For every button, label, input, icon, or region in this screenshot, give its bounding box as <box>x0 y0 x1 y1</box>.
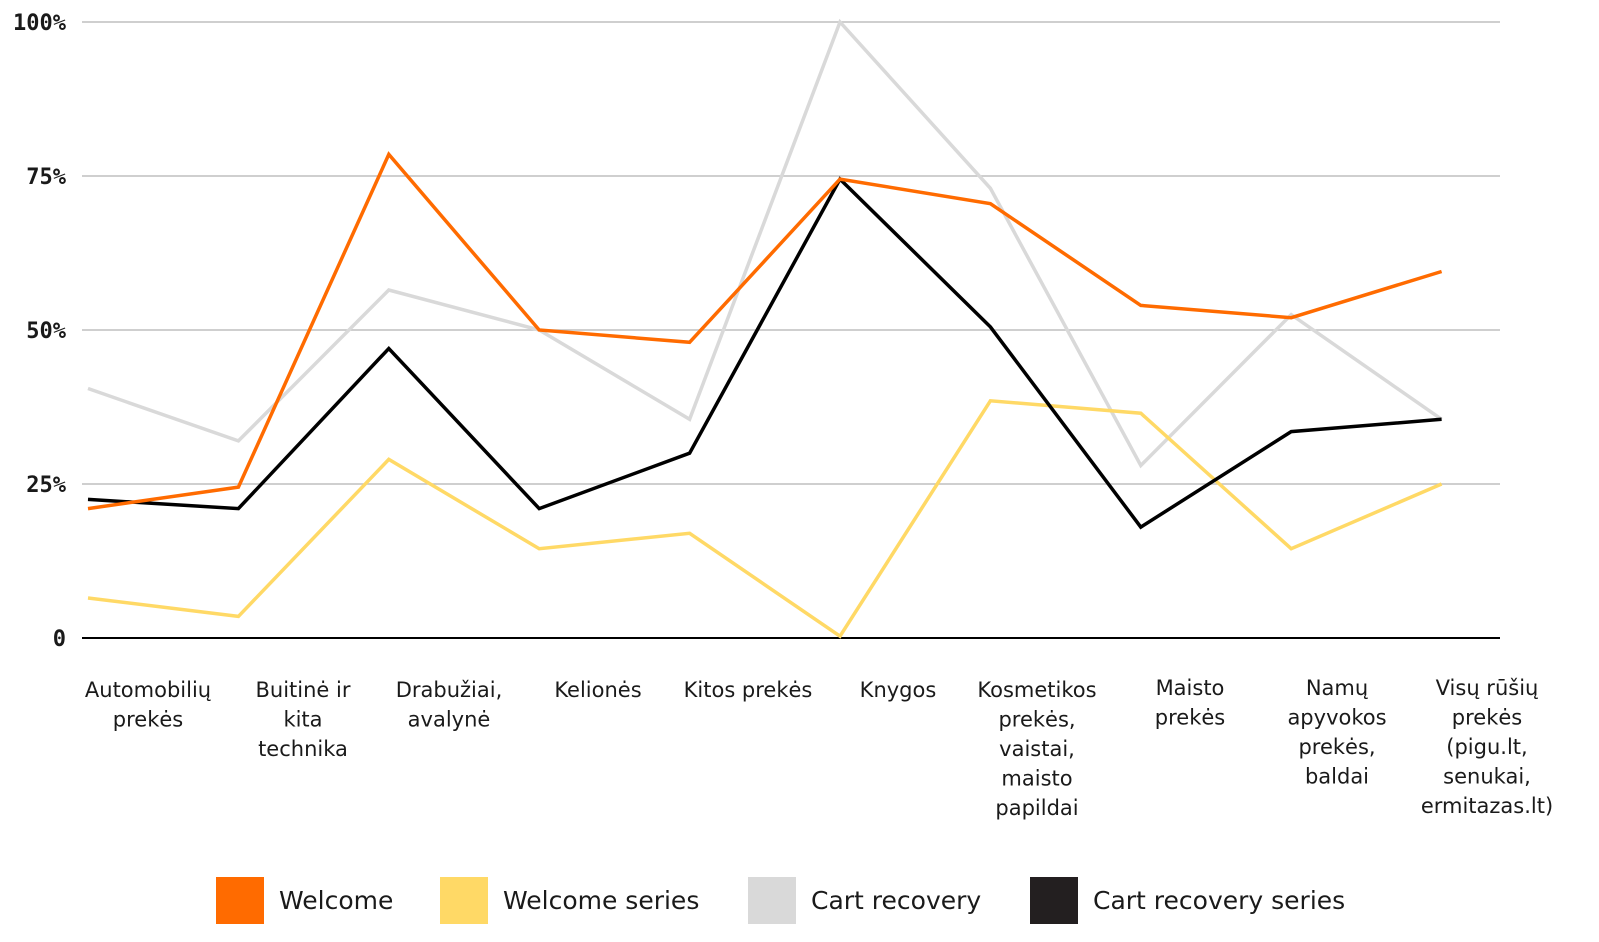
data-point <box>538 548 540 550</box>
x-category-label-line: prekės, <box>1298 735 1375 759</box>
x-category-label: Namų apyvokos prekės, baldai <box>1287 676 1386 789</box>
data-point <box>388 347 390 349</box>
x-category-label-line: Maisto <box>1156 676 1225 700</box>
legend-label: Welcome <box>279 886 393 915</box>
data-point <box>1440 270 1442 272</box>
x-category-label: Automobilių prekės <box>85 678 211 732</box>
x-category-label-line: Namų <box>1306 676 1368 700</box>
x-axis-categories: Automobilių prekės Buitinė ir kita technika D… <box>85 676 1553 820</box>
data-point <box>1140 464 1142 466</box>
x-category-label-line: Buitinė ir <box>256 678 351 702</box>
data-point <box>388 153 390 155</box>
x-category-label: Visų rūšių prekės (pigu.lt, senukai, ermitaz… <box>1421 676 1553 818</box>
y-axis-ticks: 0 25% 50% 75% 100% <box>13 11 67 652</box>
x-category-label-line: Kitos prekės <box>684 678 813 702</box>
data-point <box>1440 483 1442 485</box>
data-point <box>87 498 89 500</box>
legend-swatch <box>1030 877 1078 924</box>
x-category-label: Maisto prekės <box>1155 676 1225 730</box>
gridlines <box>82 21 1500 639</box>
data-point <box>688 532 690 534</box>
data-point <box>989 203 991 205</box>
data-point <box>388 289 390 291</box>
x-category-label-line: Visų rūšių <box>1436 676 1539 700</box>
x-category-label-line: papildai <box>995 796 1078 820</box>
x-category-label-line: prekės <box>113 708 183 732</box>
legend-label: Welcome series <box>503 886 699 915</box>
x-category-label: Kelionės <box>554 678 641 702</box>
x-category-label-line: vaistai, <box>999 737 1075 761</box>
x-category-label-line: Automobilių <box>85 678 211 702</box>
x-category-label-line: senukai, <box>1443 765 1531 789</box>
data-point <box>1290 317 1292 319</box>
data-point <box>989 187 991 189</box>
data-point <box>388 458 390 460</box>
data-point <box>839 635 841 637</box>
series-line-cart-recovery <box>87 18 1443 469</box>
x-category-label-line: Kelionės <box>554 678 641 702</box>
x-category-label: Kitos prekės <box>684 678 813 702</box>
data-point <box>237 486 239 488</box>
x-category-label-line: prekės <box>1155 706 1225 730</box>
data-point <box>688 341 690 343</box>
x-category-label: Knygos <box>860 678 937 702</box>
data-point <box>989 326 991 328</box>
x-category-label-line: prekės, <box>998 708 1075 732</box>
legend-swatch <box>748 877 796 924</box>
legend-label: Cart recovery <box>811 886 981 915</box>
y-tick-label: 100% <box>13 11 67 36</box>
data-point <box>1290 313 1292 315</box>
y-tick-label: 0 <box>53 627 66 652</box>
x-category-label-line: (pigu.lt, <box>1446 735 1527 759</box>
data-point <box>1290 430 1292 432</box>
y-tick-label: 75% <box>26 165 66 190</box>
data-point <box>538 507 540 509</box>
data-point <box>538 329 540 331</box>
data-point <box>237 507 239 509</box>
series-lines <box>87 18 1443 639</box>
data-point <box>989 400 991 402</box>
data-point <box>1290 548 1292 550</box>
series-line-welcome <box>87 151 1443 511</box>
data-point <box>1140 304 1142 306</box>
data-point <box>87 387 89 389</box>
x-category-label-line: avalynė <box>408 708 491 732</box>
x-category-label: Drabužiai, avalynė <box>396 678 503 732</box>
data-point <box>237 440 239 442</box>
legend-swatch <box>440 877 488 924</box>
series-line-cart-recovery-series <box>87 176 1442 530</box>
data-point <box>688 452 690 454</box>
series-line-welcome-series <box>87 398 1443 639</box>
data-point <box>1140 412 1142 414</box>
data-point <box>1140 526 1142 528</box>
x-category-label-line: Kosmetikos <box>977 678 1096 702</box>
legend-swatch <box>216 877 264 924</box>
y-tick-label: 50% <box>26 319 66 344</box>
data-point <box>839 21 841 23</box>
x-category-label-line: technika <box>258 737 348 761</box>
y-tick-label: 25% <box>26 473 66 498</box>
x-category-label-line: maisto <box>1001 767 1072 791</box>
x-category-label: Kosmetikos prekės, vaistai, maisto papildai <box>977 678 1096 820</box>
x-category-label-line: ermitazas.lt) <box>1421 794 1553 818</box>
data-point <box>87 597 89 599</box>
data-point <box>237 615 239 617</box>
data-point <box>87 507 89 509</box>
legend: Welcome Welcome series Cart recovery Cart r… <box>216 877 1345 924</box>
x-category-label-line: prekės <box>1452 706 1522 730</box>
data-point <box>839 178 841 180</box>
x-category-label-line: baldai <box>1305 765 1369 789</box>
x-category-label-line: Drabužiai, <box>396 678 503 702</box>
x-category-label: Buitinė ir kita technika <box>256 678 351 761</box>
legend-label: Cart recovery series <box>1093 886 1345 915</box>
x-category-label-line: kita <box>283 708 322 732</box>
data-point <box>1440 418 1442 420</box>
x-category-label-line: Knygos <box>860 678 937 702</box>
x-category-label-line: apyvokos <box>1287 706 1386 730</box>
data-point <box>688 418 690 420</box>
